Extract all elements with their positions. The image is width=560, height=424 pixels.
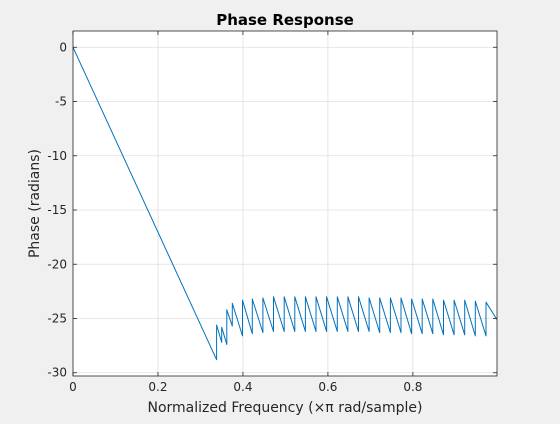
- x-tick-label: 0.8: [403, 380, 422, 394]
- y-tick-label: -25: [47, 312, 67, 326]
- x-axis-label: Normalized Frequency (×π rad/sample): [148, 400, 423, 416]
- x-tick-label: 0.2: [148, 380, 167, 394]
- y-tick-label: -10: [47, 149, 67, 163]
- y-axis-label: Phase (radians): [27, 149, 43, 258]
- ticks: 0 0.2 0.4 0.6 0.8 0 -5 -10 -15 -20 -25 -30: [47, 31, 497, 394]
- phase-series-line: [72, 47, 498, 361]
- y-tick-label: -30: [47, 366, 67, 380]
- y-tick-label: -20: [47, 257, 67, 271]
- y-tick-label: -5: [55, 95, 67, 109]
- plot-area: [72, 47, 498, 361]
- axes-box: [72, 30, 498, 377]
- axes-background: [73, 31, 497, 376]
- chart-title: Phase Response: [216, 11, 354, 29]
- y-tick-label: -15: [47, 203, 67, 217]
- x-tick-label: 0.4: [233, 380, 252, 394]
- grid: [72, 31, 497, 376]
- x-tick-label: 0.6: [318, 380, 337, 394]
- x-tick-label: 0: [69, 380, 77, 394]
- y-tick-label: 0: [59, 40, 67, 54]
